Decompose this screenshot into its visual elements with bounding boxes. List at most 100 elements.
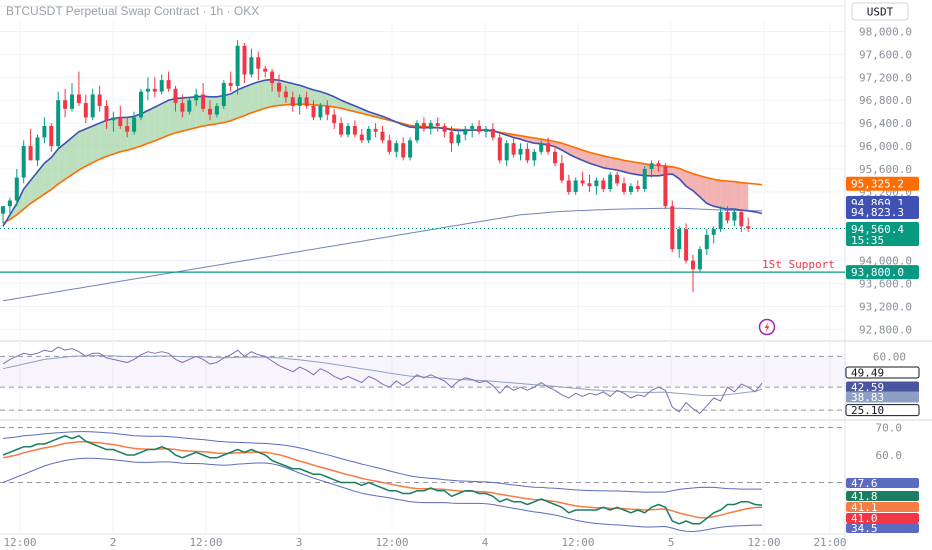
candle[interactable] [352,120,357,138]
flash-icon[interactable] [758,318,776,336]
candle[interactable] [725,206,730,224]
candle[interactable] [449,126,454,152]
candle[interactable] [235,40,240,95]
candle[interactable] [7,197,12,215]
candle[interactable] [553,146,557,167]
support-price-tag[interactable]: 93,800.0 [846,265,919,280]
candle[interactable] [408,137,413,161]
candle[interactable] [670,200,675,253]
candle[interactable] [111,111,116,132]
candle[interactable] [311,100,316,121]
candle[interactable] [56,91,61,149]
osc-value-tag[interactable]: 34.5 [846,522,919,535]
candle[interactable] [580,171,585,187]
candle[interactable] [684,223,689,264]
osc-value-tag[interactable]: 47.6 [846,477,919,490]
candle[interactable] [132,111,137,135]
candle[interactable] [166,71,171,92]
candle[interactable] [28,128,33,161]
candle[interactable] [277,74,281,98]
candle[interactable] [139,88,143,121]
candle[interactable] [677,226,682,258]
candle[interactable] [559,154,564,184]
candle[interactable] [173,85,178,112]
candle[interactable] [346,123,350,138]
candle[interactable] [214,103,219,118]
candle[interactable] [359,128,364,144]
candle[interactable] [332,108,337,129]
candle[interactable] [435,117,440,132]
rsi-pane[interactable] [0,346,845,414]
candle[interactable] [297,94,302,115]
candle[interactable] [125,117,130,138]
candle[interactable] [14,168,19,207]
candle[interactable] [511,137,516,158]
candle[interactable] [463,126,468,141]
candle[interactable] [49,123,54,152]
candle[interactable] [470,123,475,138]
candle[interactable] [270,68,275,92]
candle[interactable] [145,77,150,101]
candle[interactable] [608,171,613,192]
candle[interactable] [318,103,323,121]
candle[interactable] [746,217,751,232]
candle[interactable] [187,97,192,115]
candle[interactable] [401,137,406,161]
candle[interactable] [518,143,523,161]
candle[interactable] [339,117,344,138]
candle[interactable] [180,94,185,118]
currency-button[interactable]: USDT [851,2,909,21]
candle[interactable] [194,88,199,106]
candle[interactable] [732,209,737,227]
candle[interactable] [546,137,551,155]
candle[interactable] [456,131,461,147]
candle[interactable] [442,123,447,138]
candle[interactable] [1,206,5,224]
osc-value-tag[interactable]: 41.0 [846,512,919,525]
candle[interactable] [304,91,309,109]
candle[interactable] [373,123,378,138]
candle[interactable] [76,71,81,106]
candle[interactable] [477,120,482,135]
price-pane[interactable]: 1St Support [0,40,845,302]
candle[interactable] [263,65,268,78]
candle[interactable] [159,74,164,95]
candle[interactable] [221,80,226,109]
candle[interactable] [663,163,668,210]
candle[interactable] [415,120,419,144]
oscillator-pane[interactable] [0,427,845,532]
osc-value-tag[interactable]: 41.1 [846,501,919,514]
candle[interactable] [290,91,295,112]
candle[interactable] [573,177,578,195]
candle[interactable] [642,166,647,192]
candle[interactable] [587,174,592,192]
candle[interactable] [228,71,233,92]
candle[interactable] [201,83,206,112]
candle[interactable] [739,209,744,232]
rsi-value-tag[interactable]: 49.49 [845,366,920,380]
candle[interactable] [325,100,330,121]
candle[interactable] [256,51,261,81]
candle[interactable] [615,171,620,187]
candle[interactable] [566,174,571,195]
candle[interactable] [387,134,392,155]
current-price-tag[interactable]: 94,560.415:35 [846,222,919,247]
candle[interactable] [649,160,654,178]
ema-fast-price-tag[interactable]: 94,823.3 [846,205,919,219]
candle[interactable] [104,100,109,129]
candle[interactable] [70,83,74,112]
candle[interactable] [152,77,157,98]
candle[interactable] [249,48,254,78]
rsi-value-tag[interactable]: 38.83 [846,391,919,404]
candle[interactable] [601,177,606,192]
candle[interactable] [539,140,544,155]
candle[interactable] [428,120,433,135]
candle[interactable] [525,143,530,164]
candle[interactable] [697,246,702,273]
candle[interactable] [691,254,695,293]
candle[interactable] [497,131,502,164]
rsi-value-tag[interactable]: 25.10 [845,404,920,417]
ema-slow-price-tag[interactable]: 95,325.2 [846,176,919,191]
candle[interactable] [711,226,716,244]
